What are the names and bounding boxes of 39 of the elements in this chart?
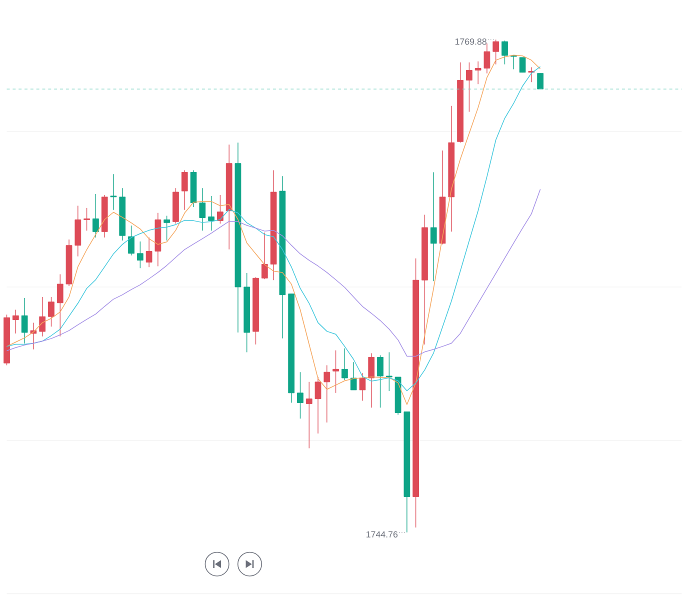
candlestick [39,296,46,337]
candlestick [56,274,64,337]
candlestick [164,216,170,241]
candlestick [306,382,312,449]
candlestick [466,62,472,112]
candlestick [502,40,508,65]
candlestick [386,352,392,392]
candlestick [359,372,366,402]
candlestick [21,298,28,344]
candlestick [261,232,268,280]
candlestick [537,73,544,90]
candlestick [128,225,134,256]
candlestick [208,196,214,232]
candlestick [84,208,90,232]
candlestick [181,170,188,210]
candlestick [430,172,437,282]
candlestick [324,365,330,424]
candlestick [136,241,144,269]
candlestick [350,362,357,390]
candlestick [492,39,500,65]
candlestick [12,310,19,334]
candlestick [332,350,339,394]
candlestick [199,188,206,232]
candlestick [314,376,322,434]
candlestick [474,61,482,85]
candlestick [368,353,375,408]
annotation: 1744.76 [366,531,398,538]
annotation: 1769.88 [455,38,486,45]
candlestick [297,372,304,420]
candlestick [217,194,224,224]
candlestick [146,237,152,268]
candlestick [484,43,490,74]
candlestick [110,174,117,210]
candlestick [519,57,526,73]
candlestick [342,348,348,380]
candlestick [48,296,54,328]
candlestick [377,355,384,408]
candlestick [92,194,99,238]
candlestick [510,55,517,70]
